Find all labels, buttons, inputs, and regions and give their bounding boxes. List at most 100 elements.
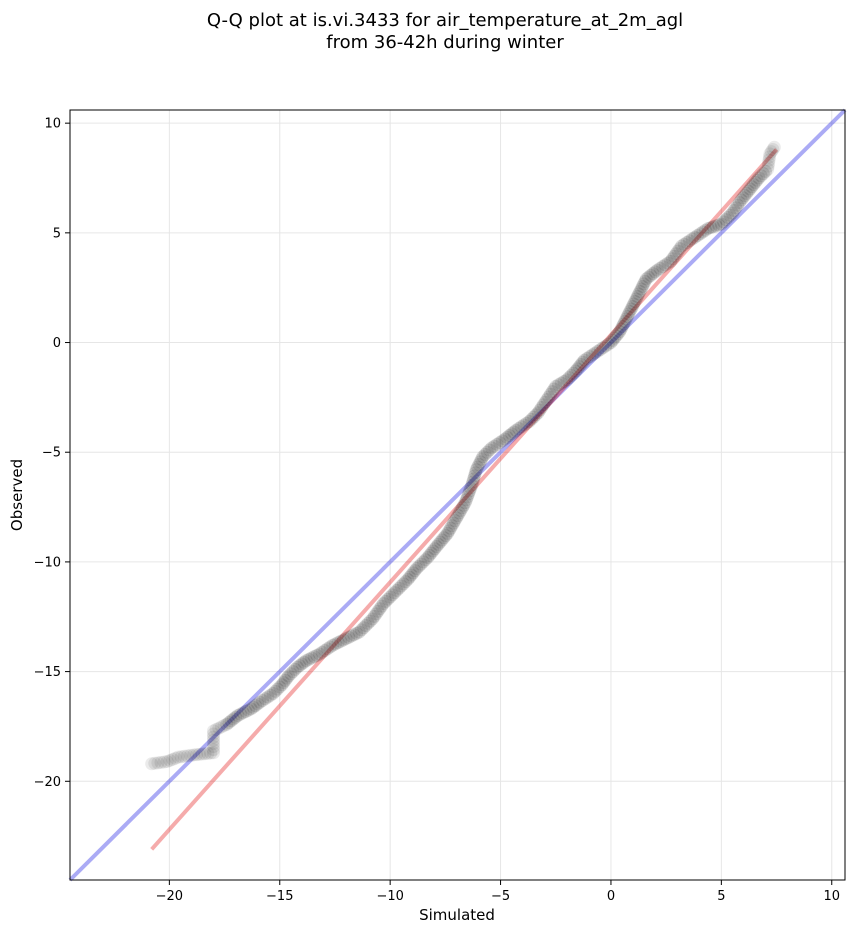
quantile-point [282,669,296,683]
quantile-point [163,753,177,767]
quantile-point [433,535,447,549]
quantile-point [421,551,435,565]
plot-frame [69,109,846,881]
quantile-point [236,706,250,720]
x-tick-label: 5 [717,889,725,904]
quantile-point [607,331,621,345]
quantile-point [331,636,345,650]
quantile-point [747,178,761,192]
quantile-point [277,676,291,690]
quantile-point [619,312,633,326]
x-tick-label: 0 [607,889,615,904]
quantile-point [435,533,449,547]
quantile-point [280,671,294,685]
quantile-point [507,425,521,439]
quantile-point [437,531,451,545]
quantile-point [424,546,438,560]
quantile-point [334,634,348,648]
grid-lines [70,110,845,880]
quantile-point [241,703,255,717]
quantile-point [207,730,221,744]
quantile-point [675,239,689,253]
quantile-point [160,755,174,769]
quantile-point [648,265,662,279]
quantile-point [342,630,356,644]
quantile-point [359,619,373,633]
quantile-point [639,272,653,286]
y-axis-ticks: −20 −15 −10 −5 0 5 10 [34,117,70,790]
quantile-point [418,553,432,567]
quantile-point [762,156,776,170]
quantile-point [761,159,775,173]
quantile-point [717,215,731,229]
quantile-point [174,750,188,764]
quantile-point [318,644,332,658]
quantile-point [315,645,329,659]
quantile-point [727,203,741,217]
quantile-point [536,398,550,412]
quantile-point [271,682,285,696]
quantile-point [736,191,750,205]
y-tick-label: −5 [42,446,61,461]
quantile-point [430,540,444,554]
quantile-point [635,279,649,293]
quantile-point [363,614,377,628]
quantile-point [468,466,482,480]
y-axis-label: Observed [8,459,26,531]
quantile-point [564,368,578,382]
quantile-point [620,310,634,324]
quantile-point [614,322,628,336]
quantile-point [509,423,523,437]
quantile-point [207,733,221,747]
quantile-point [638,274,652,288]
quantile-point [583,350,597,364]
quantile-point [426,544,440,558]
quantile-point [763,147,777,161]
quantile-point [367,609,381,623]
quantile-point [217,719,231,733]
quantile-point [712,218,726,232]
quantile-point [357,621,371,635]
quantile-point [741,184,755,198]
quantile-point [467,472,481,486]
quantile-point [517,418,531,432]
quantile-point [403,570,417,584]
quantile-point [466,475,480,489]
quantile-point [275,678,289,692]
quantile-point [472,458,486,472]
quantile-point [673,242,687,256]
quantile-point [543,387,557,401]
quantile-point [644,268,658,282]
quantile-point [396,577,410,591]
quantile-point [500,430,514,444]
quantile-point [476,450,490,464]
quantile-point [748,175,762,189]
quantile-point [762,153,776,167]
quantile-point [719,213,733,227]
quantile-point [604,336,618,350]
quantile-point [624,302,638,316]
quantile-point [671,244,685,258]
quantile-point [756,167,770,181]
quantile-point [493,436,507,450]
quantile-point [313,647,327,661]
quantile-point [483,443,497,457]
quantile-point [531,406,545,420]
quantile-point [522,415,536,429]
quantile-point [261,690,275,704]
quantile-point [431,537,445,551]
quantile-point [226,712,240,726]
quantile-point [439,529,453,543]
quantile-point [754,169,768,183]
quantile-point [618,315,632,329]
quantile-point [529,408,543,422]
quantile-point [625,299,639,313]
quantile-point [231,708,245,722]
quantile-point [683,234,697,248]
quantile-point [248,699,262,713]
quantile-point [752,171,766,185]
quantile-point [743,182,757,196]
quantile-point [502,429,516,443]
fit-line [150,148,779,851]
quantile-point [184,748,198,762]
